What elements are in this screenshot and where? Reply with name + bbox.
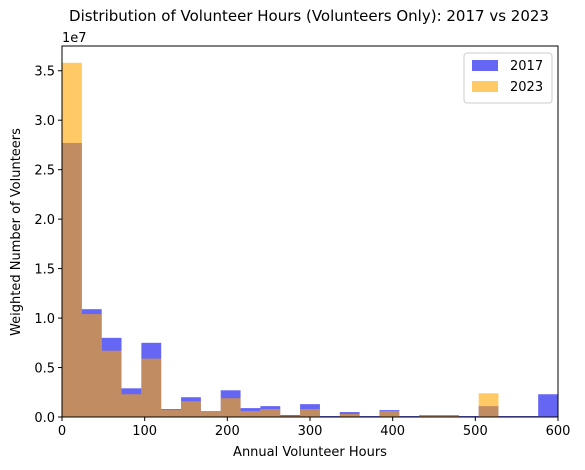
bar-2023-8 bbox=[220, 398, 241, 417]
bar-2023-4 bbox=[141, 358, 162, 417]
bar-2023-18 bbox=[419, 415, 439, 417]
y-tick-label-3: 1.5 bbox=[34, 263, 55, 278]
bar-2023-9 bbox=[240, 411, 261, 417]
y-tick-label-0: 0.0 bbox=[34, 411, 55, 426]
legend-swatch-2017 bbox=[472, 60, 498, 71]
x-tick-label-3: 300 bbox=[298, 424, 323, 439]
y-tick-label-6: 3.0 bbox=[34, 114, 55, 129]
y-tick-label-4: 2.0 bbox=[34, 213, 55, 228]
x-tick-label-4: 400 bbox=[380, 424, 405, 439]
bar-2023-6 bbox=[181, 401, 201, 417]
chart-title: Distribution of Volunteer Hours (Volunte… bbox=[69, 7, 549, 25]
x-tick-label-0: 0 bbox=[58, 424, 66, 439]
x-tick-label-2: 200 bbox=[215, 424, 240, 439]
bar-2023-2 bbox=[101, 350, 122, 417]
legend-label-2023: 2023 bbox=[510, 80, 543, 95]
bar-2023-3 bbox=[121, 394, 142, 417]
bar-2023-16 bbox=[379, 411, 400, 417]
y-tick-label-5: 2.5 bbox=[34, 164, 55, 179]
bar-2017-24 bbox=[538, 394, 558, 417]
x-axis-label: Annual Volunteer Hours bbox=[233, 445, 387, 460]
x-tick-label-5: 500 bbox=[463, 424, 488, 439]
bar-2023-0 bbox=[62, 62, 82, 418]
y-axis-label: Weighted Number of Volunteers bbox=[9, 128, 24, 336]
bar-2023-21 bbox=[478, 393, 499, 417]
series-2017-bars bbox=[62, 142, 558, 418]
y-tick-label-1: 0.5 bbox=[34, 362, 55, 377]
y-axis-ticks: 0.0 0.5 1.0 1.5 2.0 2.5 3.0 3.5 bbox=[34, 65, 62, 426]
bar-2023-14 bbox=[339, 414, 360, 417]
y-tick-label-7: 3.5 bbox=[34, 65, 55, 80]
legend-label-2017: 2017 bbox=[510, 59, 543, 74]
bar-2023-19 bbox=[438, 415, 459, 417]
y-tick-label-2: 1.0 bbox=[34, 312, 55, 327]
bar-2023-1 bbox=[81, 314, 102, 417]
legend-swatch-2023 bbox=[472, 81, 498, 92]
series-2023-bars bbox=[62, 62, 499, 418]
y-offset-label: 1e7 bbox=[62, 31, 87, 46]
bar-2023-5 bbox=[161, 410, 182, 417]
bar-2023-7 bbox=[200, 411, 221, 417]
legend: 2017 2023 bbox=[463, 52, 553, 104]
x-axis-ticks: 0 100 200 300 400 500 600 bbox=[58, 417, 571, 439]
x-tick-label-6: 600 bbox=[546, 424, 571, 439]
bar-2023-10 bbox=[260, 409, 281, 417]
x-tick-label-1: 100 bbox=[132, 424, 157, 439]
bar-2023-12 bbox=[300, 409, 320, 417]
